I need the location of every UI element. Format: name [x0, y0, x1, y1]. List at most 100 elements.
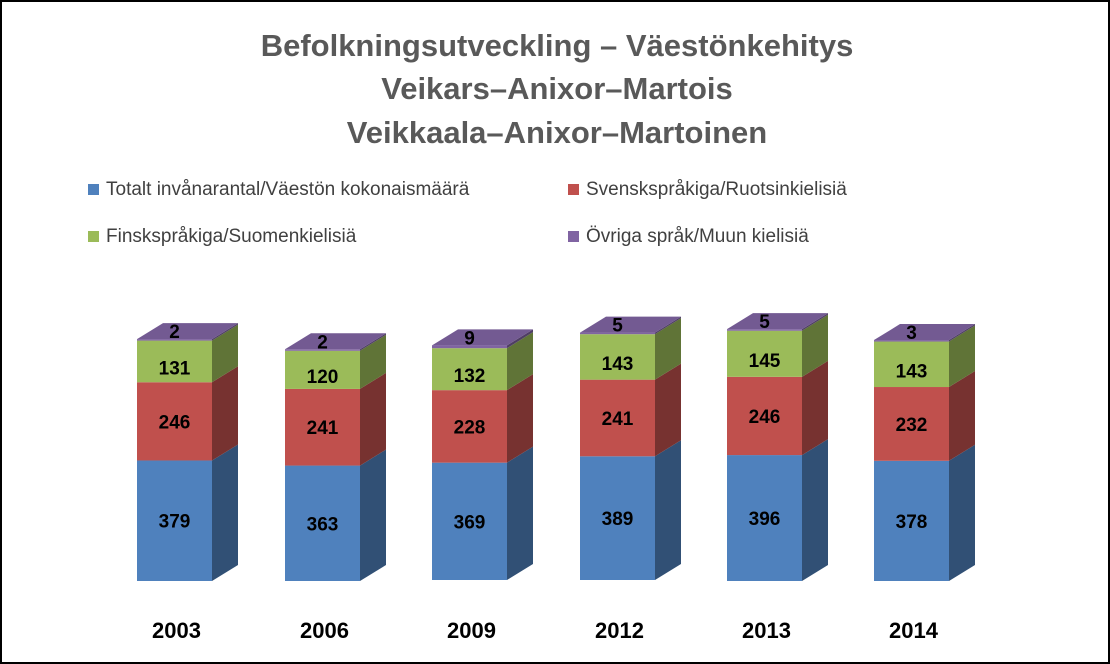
legend-label: Totalt invånarantal/Väestön kokonaismäär…: [106, 179, 470, 200]
data-label: 246: [159, 412, 191, 433]
bar-side: [507, 374, 533, 463]
bar-segment: [580, 456, 655, 580]
data-label: 378: [896, 512, 928, 533]
data-label: 232: [896, 415, 928, 436]
bar-top: [874, 324, 975, 341]
chart-title-line: Veikkaala–Anixor–Martoinen: [347, 115, 767, 150]
bar-segment: [874, 341, 949, 388]
data-label: 145: [749, 351, 781, 372]
data-label: 120: [307, 367, 339, 388]
bar-side: [507, 329, 533, 349]
bar-segment: [580, 332, 655, 335]
bar-segment: [727, 329, 802, 331]
legend-label: Övriga språk/Muun kielisiä: [586, 226, 809, 247]
bar-side: [507, 332, 533, 391]
legend-label: Finskspråkiga/Suomenkielisiä: [106, 226, 357, 247]
x-tick-label: 2003: [152, 618, 201, 643]
data-label: 131: [159, 358, 191, 379]
bar-segment: [137, 382, 212, 461]
bar-side: [212, 444, 238, 581]
bars: 379 246 131 2 363 241 120 2 369 228 132 9 389 241 143 5…: [137, 312, 975, 581]
data-label: 241: [307, 418, 339, 439]
bar-segment: [432, 348, 507, 391]
x-tick-label: 2014: [889, 618, 939, 643]
data-label: 363: [307, 514, 339, 535]
bar-side: [655, 440, 681, 580]
bar-segment: [137, 340, 212, 383]
bar-top: [285, 333, 386, 350]
bar-side: [507, 446, 533, 580]
bar-side: [802, 313, 828, 331]
bar-side: [212, 366, 238, 461]
legend-swatch: [88, 231, 99, 242]
x-axis-labels: 2003 2006 2009 2012 2013 2014: [152, 618, 939, 643]
legend-swatch: [568, 184, 579, 195]
bar-side: [360, 334, 386, 389]
data-label: 246: [749, 407, 781, 428]
x-tick-label: 2006: [300, 618, 349, 643]
bar-segment: [432, 462, 507, 580]
data-label: 369: [454, 512, 486, 533]
legend-swatch: [88, 184, 99, 195]
bar-side: [655, 316, 681, 335]
legend-swatch: [568, 231, 579, 242]
bar-segment: [137, 339, 212, 341]
bar-side: [802, 360, 828, 456]
chart-title-line: Befolkningsutveckling – Väestönkehitys: [261, 28, 854, 63]
data-label: 5: [759, 312, 770, 333]
bar-segment: [727, 330, 802, 377]
bar-segment: [727, 376, 802, 456]
bar-segment: [874, 460, 949, 581]
bar-segment: [432, 345, 507, 349]
bar-segment: [285, 349, 360, 351]
bar-segment: [580, 334, 655, 380]
bar-top: [432, 329, 533, 346]
bar-side: [360, 333, 386, 351]
x-tick-label: 2012: [595, 618, 644, 643]
chart-title-line: Veikars–Anixor–Martois: [381, 71, 733, 106]
bar-top: [580, 316, 681, 333]
data-label: 241: [602, 409, 634, 430]
bar-segment: [285, 350, 360, 389]
bar-segment: [874, 340, 949, 342]
bar-side: [212, 323, 238, 341]
bar-segment: [874, 387, 949, 461]
data-label: 396: [749, 509, 781, 530]
data-label: 132: [454, 366, 486, 387]
bar-segment: [137, 460, 212, 581]
bar-top: [727, 313, 828, 330]
x-tick-label: 2009: [447, 618, 496, 643]
bar-side: [802, 314, 828, 377]
bar-top: [137, 323, 238, 340]
bar-side: [360, 449, 386, 581]
data-label: 2: [317, 332, 328, 353]
legend: Totalt invånarantal/Väestön kokonaismäär…: [88, 179, 847, 247]
data-label: 9: [464, 328, 475, 349]
data-label: 379: [159, 512, 191, 533]
x-tick-label: 2013: [742, 618, 791, 643]
data-label: 5: [612, 316, 623, 337]
bar-side: [949, 444, 975, 581]
data-label: 143: [896, 361, 928, 382]
bar-side: [655, 363, 681, 457]
bar-side: [655, 318, 681, 380]
data-label: 228: [454, 417, 486, 438]
bar-segment: [580, 379, 655, 457]
data-label: 3: [906, 323, 917, 344]
legend-label: Svenskspråkiga/Ruotsinkielisiä: [586, 179, 847, 200]
bar-segment: [727, 455, 802, 581]
bar-side: [949, 324, 975, 342]
bar-side: [802, 439, 828, 581]
bar-side: [949, 371, 975, 461]
data-label: 2: [169, 322, 180, 343]
bar-segment: [285, 465, 360, 581]
chart-title: Befolkningsutveckling – Väestönkehitys Ve…: [261, 28, 854, 150]
bar-side: [212, 324, 238, 383]
bar-side: [949, 325, 975, 388]
bar-segment: [432, 390, 507, 463]
bar-segment: [285, 388, 360, 466]
bar-side: [360, 372, 386, 466]
data-label: 143: [602, 354, 634, 375]
